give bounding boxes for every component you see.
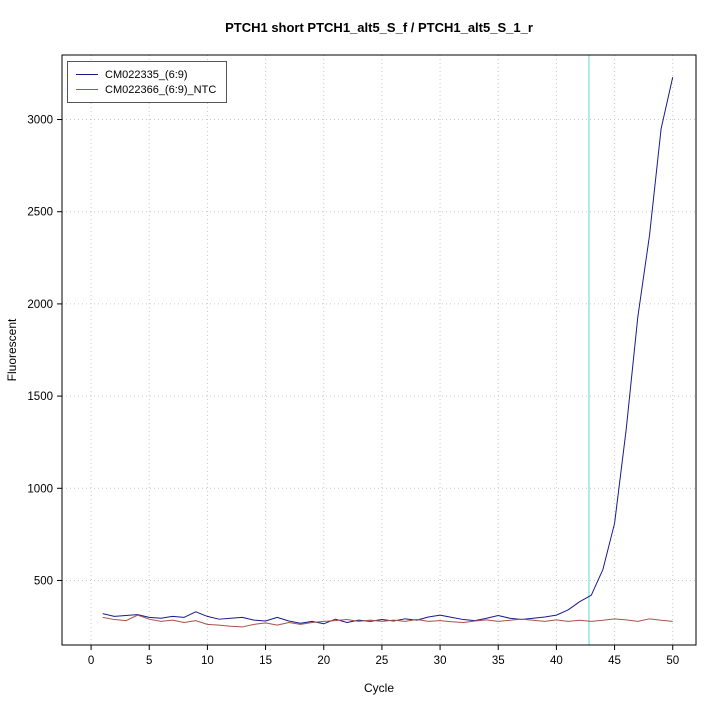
x-tick-label: 20 xyxy=(317,655,330,667)
x-tick-label: 40 xyxy=(550,655,563,667)
x-tick-label: 5 xyxy=(146,655,152,667)
x-tick-label: 30 xyxy=(434,655,447,667)
x-tick-label: 35 xyxy=(492,655,505,667)
legend-label-ntc: CM022366_(6:9)_NTC xyxy=(105,83,217,96)
legend-line-swatch-ntc xyxy=(76,89,98,90)
y-tick-label: 1000 xyxy=(27,483,53,495)
series-line-1 xyxy=(102,614,673,628)
legend-item-sample: CM022335_(6:9) xyxy=(76,67,216,82)
x-tick-label: 0 xyxy=(88,655,94,667)
legend-box: CM022335_(6:9) CM022366_(6:9)_NTC xyxy=(67,61,228,103)
legend-line-swatch-sample xyxy=(76,74,98,75)
plot-border xyxy=(61,54,697,646)
chart-title: PTCH1 short PTCH1_alt5_S_f / PTCH1_alt5_… xyxy=(225,20,533,35)
x-axis-label: Cycle xyxy=(364,681,394,695)
legend-label-sample: CM022335_(6:9) xyxy=(105,68,188,81)
y-tick-label: 500 xyxy=(34,575,53,587)
x-tick-label: 10 xyxy=(201,655,214,667)
x-tick-label: 25 xyxy=(376,655,389,667)
legend-item-ntc: CM022366_(6:9)_NTC xyxy=(76,82,216,97)
y-tick-label: 2000 xyxy=(27,299,53,311)
y-axis-label: Fluorescent xyxy=(5,318,19,381)
x-tick-label: 15 xyxy=(259,655,272,667)
y-tick-label: 3000 xyxy=(27,115,53,127)
x-tick-label: 45 xyxy=(608,655,621,667)
series-line-0 xyxy=(102,77,674,625)
y-tick-label: 2500 xyxy=(27,207,53,219)
x-tick-label: 50 xyxy=(666,655,679,667)
y-tick-label: 1500 xyxy=(27,391,53,403)
